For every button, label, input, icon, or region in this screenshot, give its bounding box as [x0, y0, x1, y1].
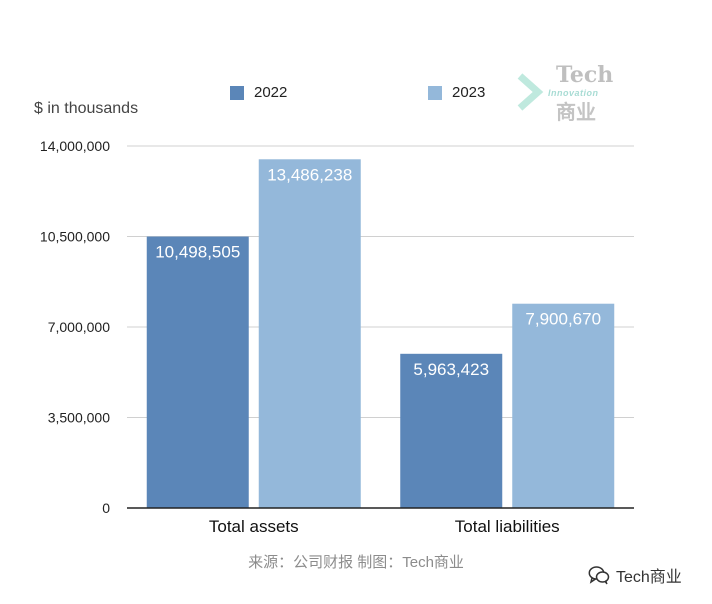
- bar: [258, 159, 361, 508]
- bar: [512, 303, 615, 508]
- logo-text-mid: Innovation: [548, 88, 599, 98]
- wechat-label: Tech商业: [616, 569, 682, 586]
- y-tick-label: 7,000,000: [48, 319, 110, 335]
- y-axis-label: $ in thousands: [34, 100, 139, 117]
- source-note: 来源：公司财报 制图：Tech商业: [248, 554, 464, 571]
- legend-swatch-2022: [230, 85, 244, 100]
- y-tick-label: 3,500,000: [48, 410, 110, 426]
- legend-label-2022: 2022: [254, 84, 288, 101]
- bar-value-label: 10,498,505: [155, 243, 240, 262]
- legend-item-2023: 2023: [428, 84, 485, 101]
- chevron-logo-icon: [517, 73, 544, 111]
- legend-item-2022: 2022: [230, 84, 287, 101]
- bar-value-label: 5,963,423: [413, 360, 489, 379]
- wechat-icon: [588, 566, 610, 585]
- watermark-logo: Tech Innovation 商业: [516, 62, 620, 124]
- bar-value-label: 7,900,670: [525, 310, 601, 329]
- logo-text-cn: 商业: [556, 102, 596, 124]
- y-tick-label: 0: [102, 500, 110, 516]
- logo-text-top: Tech: [556, 62, 614, 88]
- wechat-account: Tech商业: [588, 563, 682, 587]
- y-tick-label: 14,000,000: [40, 138, 110, 154]
- legend-swatch-2023: [428, 85, 442, 100]
- x-tick-label: Total liabilities: [455, 517, 560, 536]
- bar: [146, 236, 249, 509]
- legend-label-2023: 2023: [452, 84, 486, 101]
- x-tick-label: Total assets: [209, 517, 299, 536]
- bar-value-label: 13,486,238: [267, 165, 352, 184]
- bar: [400, 353, 503, 508]
- y-tick-label: 10,500,000: [40, 229, 110, 245]
